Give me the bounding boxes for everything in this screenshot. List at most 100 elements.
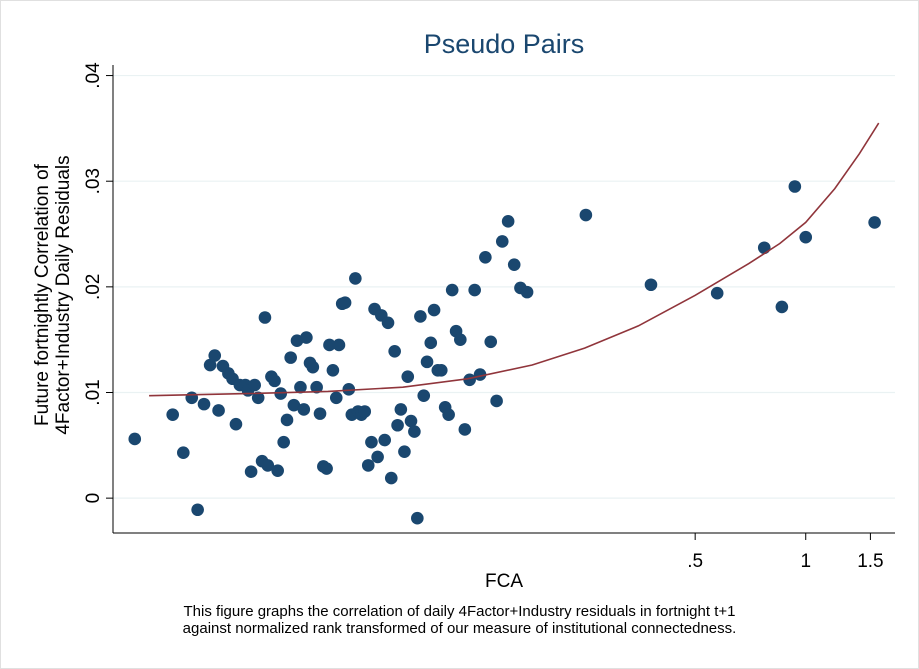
x-tick-label: .5 (687, 551, 703, 572)
data-point (166, 408, 179, 421)
data-point (177, 446, 190, 460)
data-point (484, 335, 498, 349)
data-point (294, 380, 307, 394)
data-point (297, 403, 311, 416)
data-point (507, 258, 521, 271)
data-point (644, 278, 658, 292)
y-tick-label: 0 (83, 493, 104, 504)
data-point (384, 471, 398, 485)
axis-layer (112, 65, 895, 534)
y-tick-label: .03 (83, 168, 104, 194)
fitted-curve (149, 122, 880, 397)
data-point (361, 459, 375, 472)
data-point (710, 286, 724, 300)
data-point (458, 423, 472, 436)
y-tick-label: .02 (83, 274, 104, 300)
data-point (365, 435, 378, 449)
data-points (128, 180, 881, 525)
data-point (463, 373, 476, 387)
data-point (251, 391, 265, 405)
data-point (501, 215, 515, 228)
data-point (473, 368, 487, 381)
data-point (420, 355, 434, 369)
data-point (349, 272, 362, 285)
data-point (398, 445, 411, 458)
data-point (381, 316, 395, 330)
x-tick-label: 1 (800, 551, 811, 572)
data-point (310, 380, 323, 394)
data-point (427, 303, 441, 317)
data-point (280, 413, 294, 427)
data-point (424, 336, 438, 350)
data-point (342, 383, 356, 396)
y-tick-label: .04 (83, 62, 104, 89)
data-point (388, 344, 401, 358)
data-point (191, 503, 204, 517)
data-point (208, 349, 222, 362)
data-point (197, 397, 211, 411)
data-point (414, 310, 427, 323)
data-point (434, 364, 448, 377)
data-point (332, 338, 346, 352)
data-point (391, 418, 404, 432)
data-point (284, 351, 297, 364)
data-point (306, 360, 320, 374)
data-point (258, 311, 272, 324)
data-point (212, 404, 225, 417)
data-point (323, 338, 336, 352)
y-axis-label-line-2: 4Factor+Industry Daily Residuals (53, 155, 74, 434)
data-point (799, 230, 813, 244)
data-point (268, 374, 281, 388)
data-point (261, 459, 275, 472)
data-point (313, 407, 327, 420)
y-tick-label: .01 (83, 379, 104, 405)
data-point (229, 417, 243, 431)
data-point (757, 241, 771, 255)
data-point (128, 432, 142, 446)
data-point (490, 394, 503, 408)
data-point (326, 364, 340, 377)
data-point (579, 208, 593, 222)
data-point (411, 511, 424, 525)
x-tick-label: 1.5 (857, 551, 883, 572)
data-point (788, 180, 802, 193)
data-point (271, 464, 284, 477)
y-ticks: 0 .01 .02 .03 .04 (83, 62, 113, 503)
chart-title: Pseudo Pairs (424, 29, 585, 59)
data-point (274, 387, 288, 400)
caption-line-1: This figure graphs the correlation of da… (183, 603, 736, 620)
y-axis-label: Future fortnightly Correlation of 4Facto… (32, 155, 74, 434)
x-axis-label: FCA (485, 571, 523, 592)
data-point (408, 425, 421, 438)
data-point (394, 403, 408, 416)
data-point (401, 370, 415, 383)
data-point (244, 465, 258, 479)
data-point (442, 408, 455, 421)
data-point (404, 414, 418, 428)
data-point (371, 450, 384, 464)
data-point (868, 216, 881, 229)
caption-line-2: against normalized rank transformed of o… (182, 620, 737, 637)
fit-layer (149, 122, 880, 397)
data-point (248, 378, 261, 392)
data-point (338, 296, 352, 309)
grid-layer (113, 74, 895, 499)
data-point (358, 405, 372, 418)
x-ticks: .5 1 1.5 (687, 533, 884, 572)
data-point (300, 331, 313, 344)
data-point (775, 300, 789, 314)
data-point (520, 285, 534, 299)
data-point (468, 283, 481, 297)
data-point (277, 435, 290, 449)
data-point (203, 358, 217, 372)
data-point (479, 250, 492, 264)
data-point (329, 391, 343, 405)
data-point (445, 283, 459, 297)
data-point (495, 235, 509, 248)
data-point (378, 433, 392, 447)
data-point (454, 333, 467, 346)
data-point (185, 391, 199, 405)
data-point (320, 462, 333, 475)
y-axis-label-line-1: Future fortnightly Correlation of (32, 163, 53, 426)
